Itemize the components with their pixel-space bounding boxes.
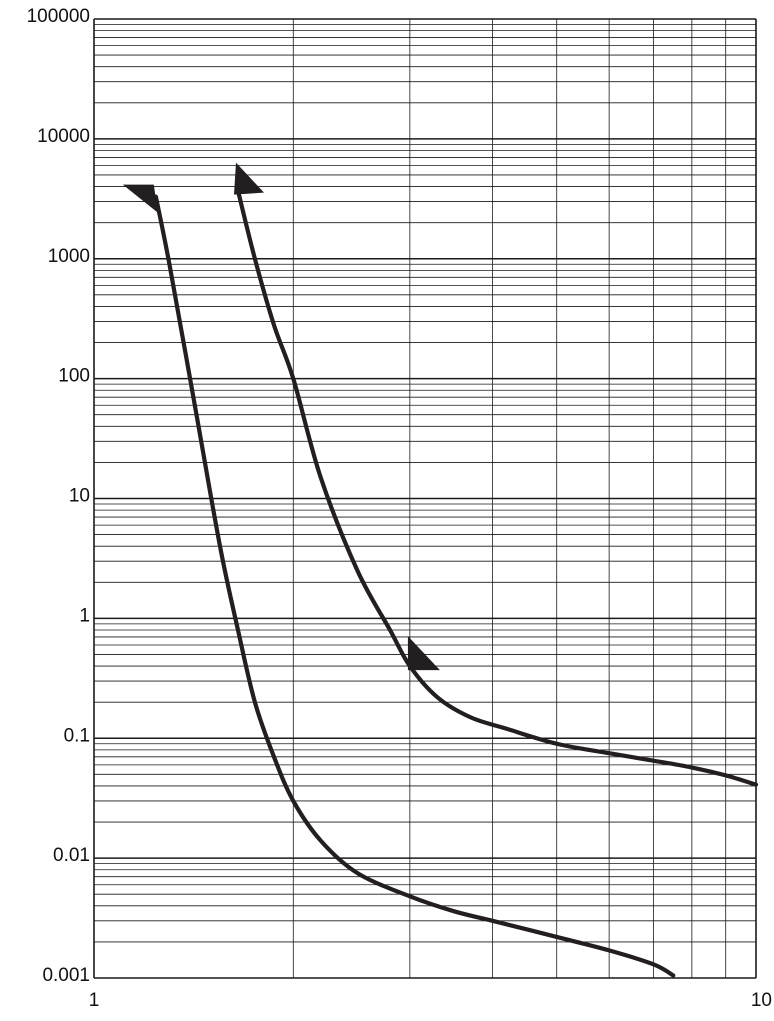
y-tick-label: 0.1 <box>64 725 90 746</box>
y-tick-label: 10 <box>69 486 90 507</box>
series-group <box>153 188 759 978</box>
y-tick-label: 1000 <box>48 246 90 267</box>
y-tick-label: 0.01 <box>53 845 90 866</box>
arrowheads <box>122 162 440 671</box>
y-tick-label: 0.001 <box>42 965 90 986</box>
grid <box>93 18 757 979</box>
y-tick-label: 100 <box>58 366 90 387</box>
arrowhead-2 <box>234 162 264 195</box>
arrowhead-1 <box>122 184 158 213</box>
series-line-1 <box>153 194 676 978</box>
arrowhead-3 <box>407 636 440 671</box>
y-tick-label: 100000 <box>27 6 90 27</box>
x-tick-label: 10 <box>751 990 772 1011</box>
x-tick-label: 1 <box>89 990 100 1011</box>
y-tick-label: 1 <box>79 605 90 626</box>
y-tick-label: 10000 <box>37 126 90 147</box>
series-line-2 <box>235 188 759 787</box>
tick-labels: 0.001 0.01 0.1 1 10 100 1000 10000 100000 1 10 <box>27 6 772 1011</box>
